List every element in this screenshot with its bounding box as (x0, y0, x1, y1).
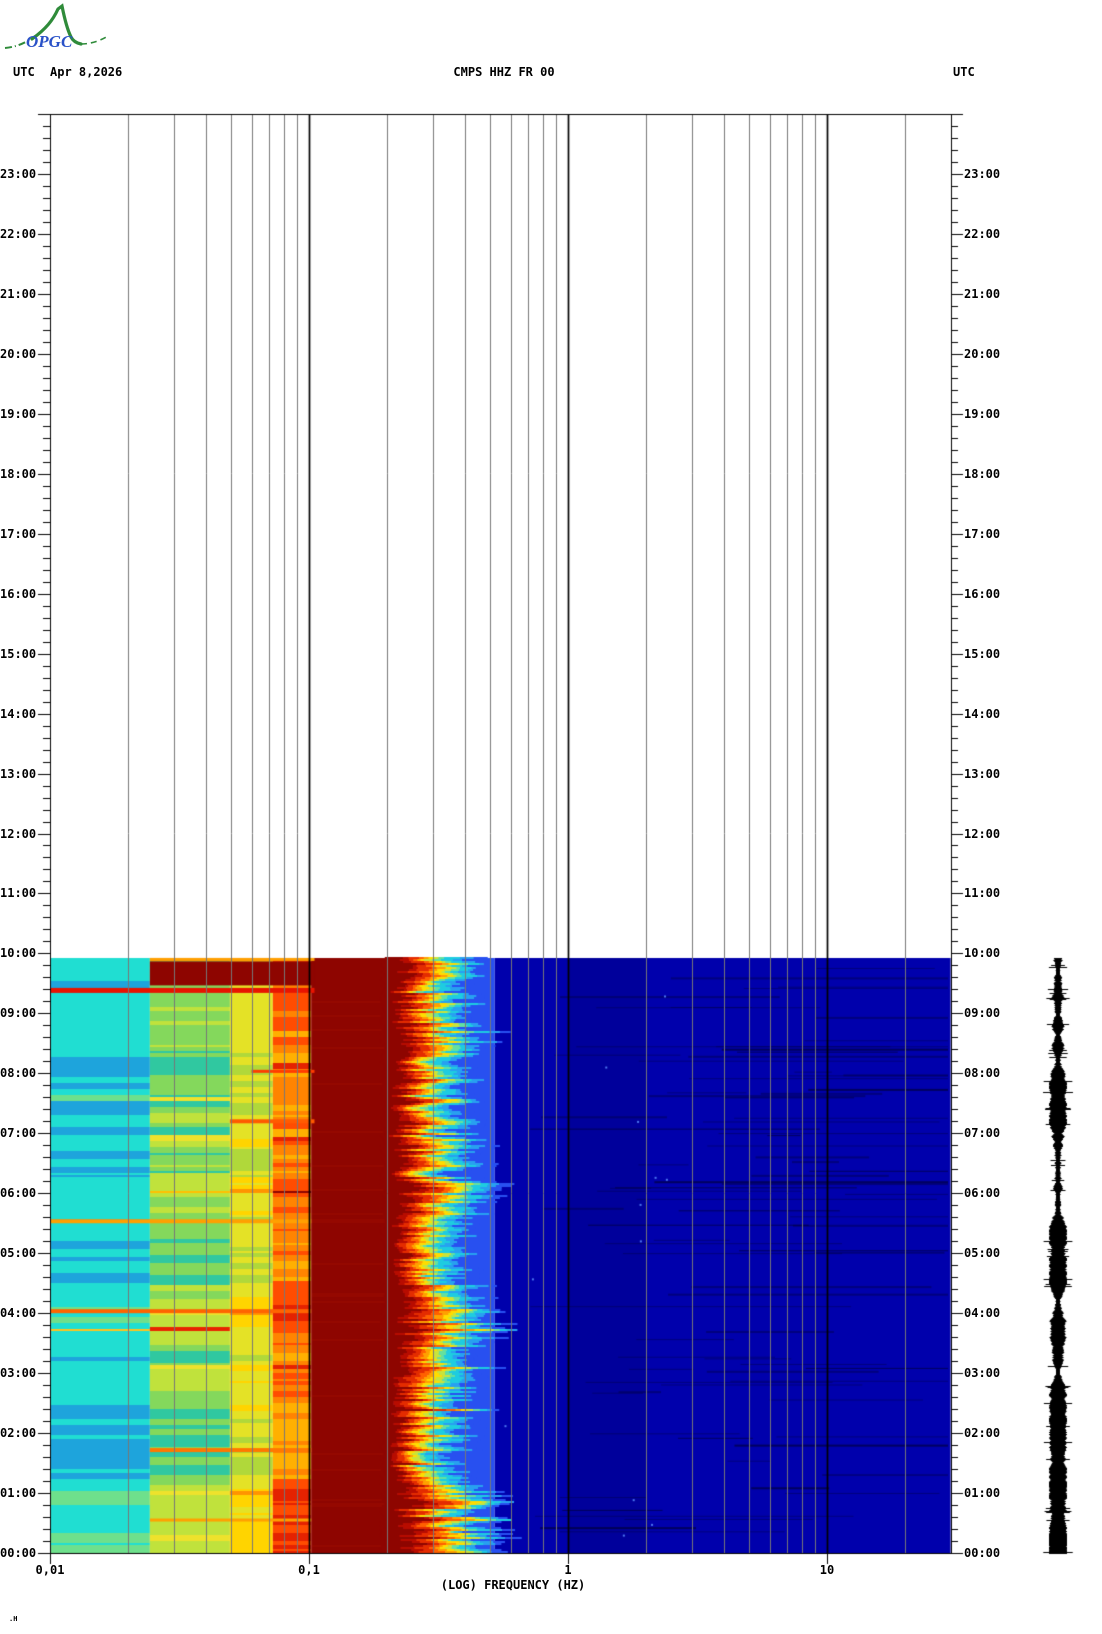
time-label-right: 11:00 (964, 886, 1001, 901)
time-label-right: 03:00 (964, 1366, 1001, 1381)
utc-label-right: UTC (953, 65, 975, 79)
time-label-left: 00:00 (0, 1546, 37, 1560)
time-label-left: 13:00 (0, 766, 37, 781)
frequency-tick-label: 1 (564, 1563, 572, 1577)
time-label-left: 09:00 (0, 1006, 37, 1021)
x-axis-title: (LOG) FREQUENCY (HZ) (440, 1578, 586, 1592)
time-label-right: 20:00 (964, 346, 1001, 361)
time-label-right: 02:00 (964, 1426, 1001, 1441)
time-label-right: 09:00 (964, 1006, 1001, 1021)
time-label-right: 15:00 (964, 646, 1001, 661)
time-label-left: 22:00 (0, 226, 37, 241)
time-label-right: 08:00 (964, 1066, 1001, 1081)
time-label-right: 21:00 (964, 286, 1001, 301)
time-label-left: 18:00 (0, 466, 37, 481)
plot-title: CMPS HHZ FR 00 (453, 65, 555, 79)
time-label-right: 18:00 (964, 466, 1001, 481)
utc-label-left: UTC (13, 65, 35, 79)
time-label-left: 20:00 (0, 346, 37, 361)
time-label-left: 07:00 (0, 1126, 37, 1141)
time-label-right: 07:00 (964, 1126, 1001, 1141)
time-label-left: 14:00 (0, 706, 37, 721)
time-label-right: 01:00 (964, 1486, 1001, 1501)
time-label-right: 05:00 (964, 1246, 1001, 1261)
time-label-right: 13:00 (964, 766, 1001, 781)
logo-mountain-icon (30, 3, 83, 46)
time-label-left: 05:00 (0, 1246, 37, 1261)
time-label-left: 15:00 (0, 646, 37, 661)
time-label-left: 03:00 (0, 1366, 37, 1381)
time-label-right: 14:00 (964, 706, 1001, 721)
time-label-left: 17:00 (0, 526, 37, 541)
time-label-left: 21:00 (0, 286, 37, 301)
time-label-right: 22:00 (964, 226, 1001, 241)
frequency-tick-label: 0,1 (298, 1563, 320, 1577)
time-label-right: 17:00 (964, 526, 1001, 541)
time-label-right: 06:00 (964, 1186, 1001, 1201)
logo-mountain-tail-right (80, 35, 109, 45)
frequency-tick-label: 0,01 (35, 1563, 65, 1577)
corner-mark: .H (9, 1615, 18, 1623)
time-label-left: 06:00 (0, 1186, 37, 1201)
time-label-left: 10:00 (0, 946, 37, 961)
date-label: Apr 8,2026 (50, 65, 123, 79)
time-label-left: 11:00 (0, 886, 37, 901)
time-label-left: 12:00 (0, 826, 37, 841)
frequency-tick-label: 10 (819, 1563, 835, 1577)
time-label-right: 10:00 (964, 946, 1001, 961)
time-label-left: 01:00 (0, 1486, 37, 1501)
time-label-right: 19:00 (964, 406, 1001, 421)
time-label-right: 00:00 (964, 1546, 1001, 1560)
time-label-left: 08:00 (0, 1066, 37, 1081)
time-label-right: 12:00 (964, 826, 1001, 841)
time-label-left: 04:00 (0, 1306, 37, 1321)
opgc-logo: OPGC (4, 3, 109, 51)
logo-text: OPGC (26, 32, 73, 51)
time-label-right: 04:00 (964, 1306, 1001, 1321)
time-label-left: 19:00 (0, 406, 37, 421)
time-label-left: 02:00 (0, 1426, 37, 1441)
time-label-left: 23:00 (0, 166, 37, 181)
time-label-left: 16:00 (0, 586, 37, 601)
time-label-right: 23:00 (964, 166, 1001, 181)
time-label-right: 16:00 (964, 586, 1001, 601)
